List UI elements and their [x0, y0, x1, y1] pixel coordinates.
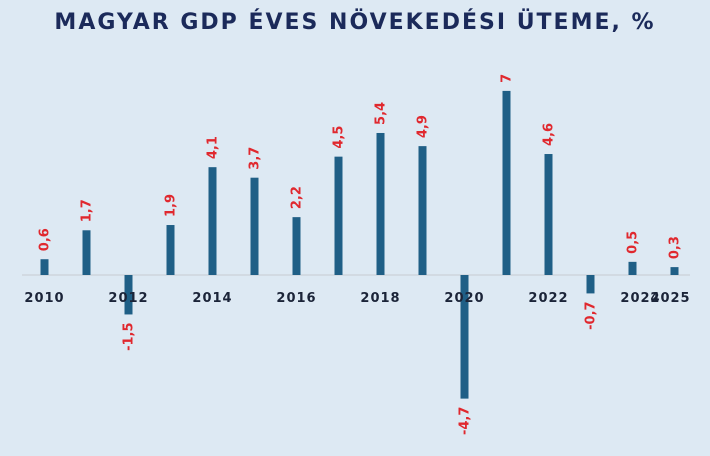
bar-2022: [544, 154, 553, 275]
data-label-2021: 7: [500, 74, 515, 83]
data-label-2020: -4,7: [458, 407, 473, 435]
x-tick-label-2020: 2020: [444, 291, 484, 306]
data-label-2025: 0,3: [668, 236, 683, 259]
data-label-2022: 4,6: [542, 123, 557, 146]
data-label-2013: 1,9: [164, 194, 179, 217]
x-tick-label-2012: 2012: [108, 291, 148, 306]
x-tick-label-2014: 2014: [192, 291, 232, 306]
bar-2012: [124, 275, 133, 315]
bar-2021: [502, 90, 511, 276]
x-tick-label-2024: 2024: [620, 291, 660, 306]
bar-2023: [586, 275, 595, 294]
bar-2013: [166, 225, 175, 275]
data-label-2011: 1,7: [80, 199, 95, 222]
bar-2025: [670, 267, 679, 275]
x-tick-label-2018: 2018: [360, 291, 400, 306]
x-tick-label-2022: 2022: [528, 291, 568, 306]
data-label-2010: 0,6: [38, 228, 53, 251]
bar-2014: [208, 167, 217, 275]
data-label-2019: 4,9: [416, 115, 431, 138]
bar-2011: [82, 230, 91, 275]
x-tick-label-2010: 2010: [24, 291, 64, 306]
bar-2020: [460, 275, 469, 399]
bar-2010: [40, 259, 49, 275]
bar-2017: [334, 156, 343, 275]
x-tick-label-2025: 2025: [650, 291, 690, 306]
data-label-2024: 0,5: [626, 231, 641, 254]
chart-title: MAGYAR GDP ÉVES NÖVEKEDÉSI ÜTEME, %: [54, 10, 656, 35]
data-label-2017: 4,5: [332, 126, 347, 149]
bar-2018: [376, 132, 385, 275]
data-label-2014: 4,1: [206, 136, 221, 159]
data-label-2023: -0,7: [584, 301, 599, 329]
bar-2015: [250, 177, 259, 275]
data-label-2012: -1,5: [122, 322, 137, 350]
bar-2016: [292, 217, 301, 275]
data-label-2016: 2,2: [290, 186, 305, 209]
data-label-2015: 3,7: [248, 147, 263, 170]
x-tick-label-2016: 2016: [276, 291, 316, 306]
bar-2024: [628, 261, 637, 275]
bar-2019: [418, 146, 427, 275]
data-label-2018: 5,4: [374, 102, 389, 125]
